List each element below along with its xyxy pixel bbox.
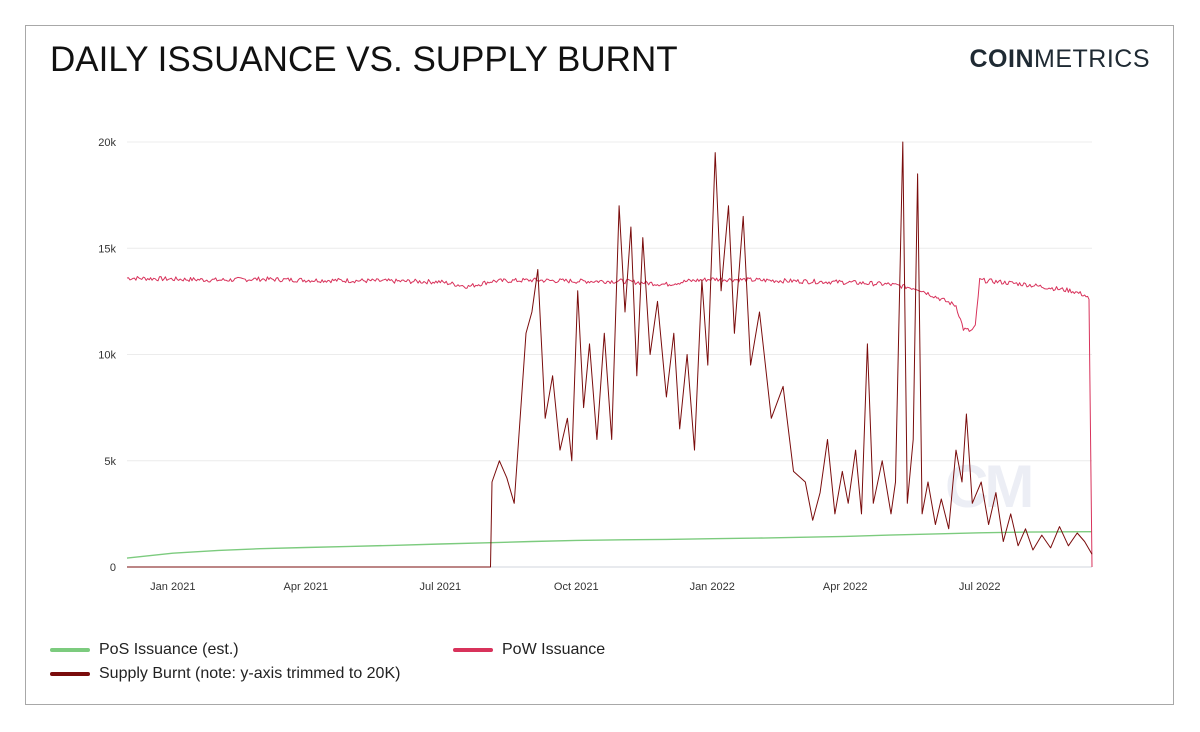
x-tick-label-2: Jul 2021 [419,581,461,593]
y-tick-label-1: 5k [104,456,116,468]
y-tick-label-2: 10k [98,350,116,362]
legend-item-pos: PoS Issuance (est.) [50,641,239,659]
series-line-pos [126,531,1093,559]
legend-label-pos: PoS Issuance (est.) [99,641,239,658]
x-tick-label-3: Oct 2021 [554,581,599,593]
series-line-burnt [127,141,1093,568]
y-tick-label-3: 15k [98,243,116,255]
x-tick-label-1: Apr 2021 [283,581,328,593]
chart-gridlines [127,141,1092,568]
x-tick-label-5: Apr 2022 [823,581,868,593]
chart-series [126,141,1093,568]
watermark-logo: CM [945,453,1034,520]
chart-frame [25,25,1174,705]
legend-label-pow: PoW Issuance [502,641,606,658]
legend-item-burnt: Supply Burnt (note: y-axis trimmed to 20… [50,665,400,683]
x-tick-label-6: Jul 2022 [959,581,1001,593]
x-tick-label-4: Jan 2022 [690,581,735,593]
brand-logo: COINMETRICS [970,45,1151,74]
x-axis: Jan 2021 Apr 2021 Jul 2021 Oct 2021 Jan 2022… [150,581,1000,593]
y-tick-label-0: 0 [110,562,116,574]
legend-swatch-burnt [50,672,90,676]
legend-swatch-pow [453,648,493,652]
x-tick-label-0: Jan 2021 [150,581,195,593]
legend-label-burnt: Supply Burnt (note: y-axis trimmed to 20… [99,665,401,682]
series-line-pow [126,276,1093,568]
chart-title: DAILY ISSUANCE VS. SUPPLY BURNT [50,40,678,79]
y-axis: 0 5k 10k 15k 20k [98,137,116,574]
brand-logo-light: METRICS [1034,45,1150,73]
brand-logo-bold: COIN [969,45,1034,73]
legend-item-pow: PoW Issuance [453,641,605,659]
y-tick-label-4: 20k [98,137,116,149]
legend-swatch-pos [50,648,90,652]
